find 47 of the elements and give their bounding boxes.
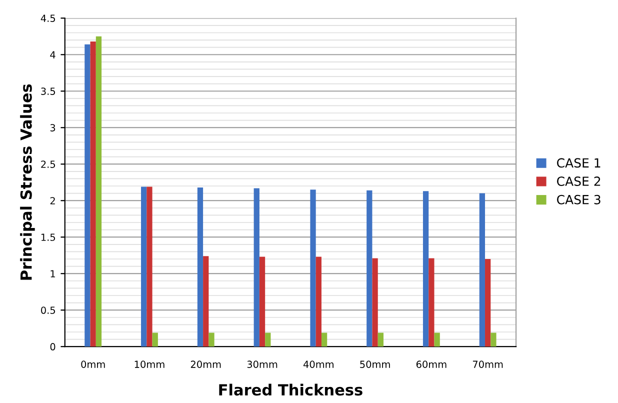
y-tick-label: 4.5 [40, 14, 56, 22]
bar [372, 258, 378, 347]
bar [479, 193, 486, 347]
x-axis-title: Flared Thickness [219, 384, 362, 396]
x-tick-label: 0mm [81, 360, 105, 368]
bar [259, 256, 266, 347]
legend-label: CASE 1 [557, 158, 600, 168]
x-tick-label: 20mm [190, 360, 221, 368]
bar [197, 187, 204, 347]
bar [434, 332, 440, 347]
x-tick-label: 70mm [472, 360, 503, 368]
y-tick-label: 0 [50, 343, 56, 350]
bar [152, 332, 158, 347]
y-tick-label: 1.5 [41, 234, 56, 241]
bar [96, 36, 102, 347]
legend-label: CASE 3 [557, 194, 600, 204]
y-tick-label: 2 [50, 197, 55, 204]
bar [485, 258, 491, 347]
bar [254, 188, 260, 347]
bar [321, 332, 328, 347]
x-tick-label: 60mm [416, 360, 446, 368]
y-tick-label: 0.5 [41, 306, 56, 314]
bar [310, 190, 316, 347]
bar [141, 186, 147, 347]
x-tick-label: 50mm [360, 360, 390, 368]
y-tick-label: 2.5 [41, 160, 56, 168]
bar [316, 256, 322, 347]
y-axis-title: Principal Stress Values [20, 84, 35, 280]
bar [84, 44, 90, 347]
bar [208, 332, 214, 347]
bar [265, 332, 271, 347]
bar [90, 41, 96, 347]
x-tick-label: 30mm [247, 360, 278, 368]
y-tick-label: 4 [50, 51, 56, 58]
bar [203, 256, 209, 347]
bar [428, 258, 434, 347]
y-tick-label: 3 [50, 124, 56, 132]
bar [146, 186, 152, 347]
bar [422, 191, 429, 347]
bar [378, 332, 384, 347]
y-tick-label: 1 [50, 270, 55, 278]
bar [366, 190, 372, 347]
x-tick-label: 10mm [134, 360, 164, 368]
x-tick-label: 40mm [303, 360, 334, 368]
y-tick-label: 3.5 [41, 88, 56, 95]
legend-label: CASE 2 [557, 176, 600, 186]
bar [490, 332, 496, 347]
